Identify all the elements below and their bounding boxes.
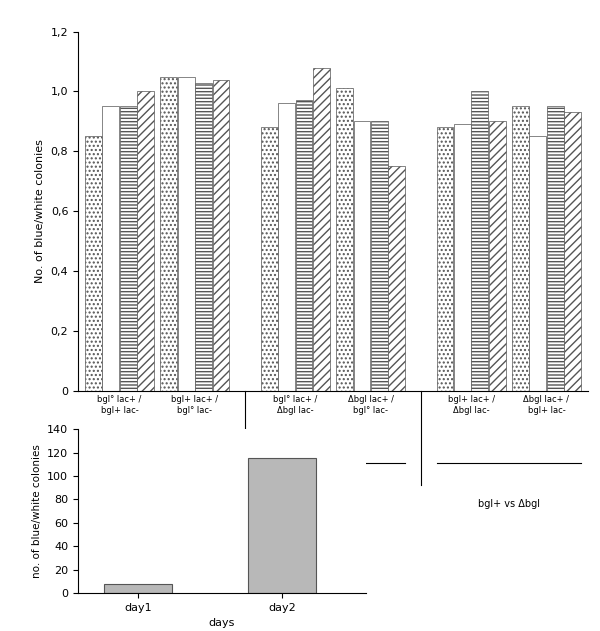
Bar: [103, 107, 119, 391]
Bar: [160, 76, 177, 391]
Bar: [353, 121, 370, 391]
Text: bgl° vs bgl+: bgl° vs bgl+: [127, 499, 187, 509]
Bar: [489, 121, 506, 391]
Text: bgl° vs Δbgl: bgl° vs Δbgl: [304, 499, 362, 509]
Bar: [472, 91, 488, 391]
Bar: [512, 107, 529, 391]
Bar: [564, 112, 581, 391]
Bar: [195, 83, 212, 391]
Bar: [388, 167, 405, 391]
Bar: [296, 100, 313, 391]
Y-axis label: No. of blue/white colonies: No. of blue/white colonies: [35, 139, 45, 283]
Bar: [212, 80, 229, 391]
Bar: [178, 76, 194, 391]
Bar: [248, 458, 316, 593]
Bar: [313, 68, 330, 391]
Bar: [529, 136, 546, 391]
Y-axis label: no. of blue/white colonies: no. of blue/white colonies: [32, 444, 41, 578]
Bar: [120, 107, 137, 391]
Bar: [278, 103, 295, 391]
Bar: [454, 124, 471, 391]
Bar: [437, 127, 454, 391]
Bar: [261, 127, 278, 391]
Text: bgl+ vs Δbgl: bgl+ vs Δbgl: [478, 499, 540, 509]
Bar: [336, 88, 353, 391]
Bar: [85, 136, 102, 391]
Bar: [547, 107, 563, 391]
Bar: [104, 584, 172, 593]
X-axis label: days: days: [209, 618, 235, 628]
Bar: [137, 91, 154, 391]
Bar: [371, 121, 388, 391]
